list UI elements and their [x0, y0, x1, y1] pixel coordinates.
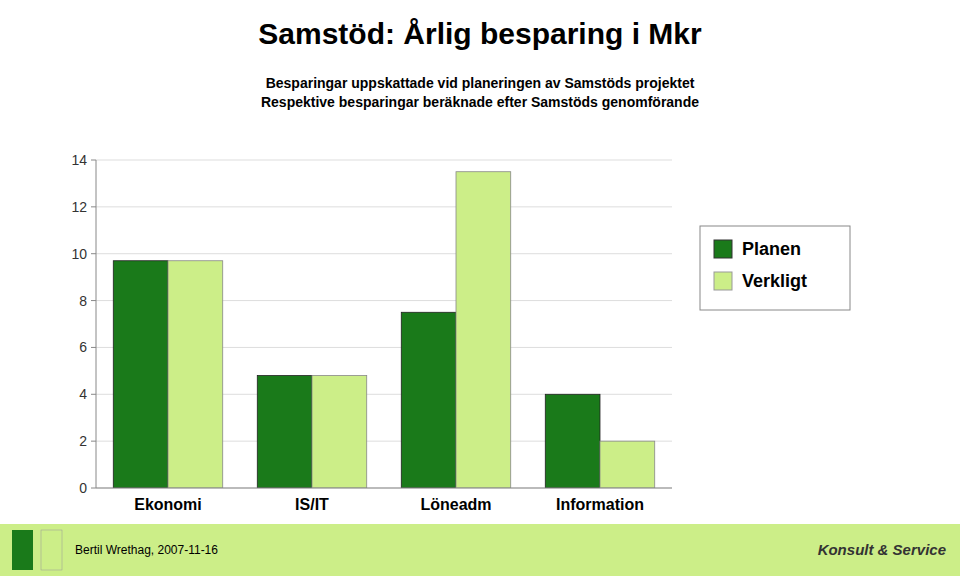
category-label: Ekonomi [134, 496, 202, 513]
y-axis-line [96, 160, 97, 488]
tick-label: 0 [79, 480, 87, 496]
tick-mark [91, 347, 96, 348]
x-axis-line [96, 488, 672, 489]
title: Samstöd: Årlig besparing i Mkr [258, 17, 702, 50]
background [0, 0, 960, 576]
bar [257, 376, 312, 488]
legend-swatch [714, 240, 732, 258]
tick-mark [91, 206, 96, 207]
bar [312, 376, 367, 488]
grid-line [96, 206, 672, 207]
subtitle: Besparingar uppskattade vid planeringen … [266, 75, 695, 91]
footer-square [12, 530, 33, 570]
legend: Planen Verkligt [700, 226, 850, 310]
category-label: Löneadm [420, 496, 491, 513]
footer-square [41, 530, 62, 570]
legend-frame [700, 226, 850, 310]
tick-label: 14 [71, 152, 87, 168]
tick-mark [91, 253, 96, 254]
bars [113, 172, 654, 488]
tick-mark [91, 488, 96, 489]
tick-label: 8 [79, 293, 87, 309]
tick-label: 4 [79, 386, 87, 402]
tick-mark [91, 300, 96, 301]
grid-line [96, 160, 672, 161]
y-axis: 0 2 4 6 8 10 12 14 [71, 152, 672, 496]
footer-brand: Konsult & Service [818, 541, 946, 558]
category-label: Information [556, 496, 644, 513]
tick-label: 12 [71, 199, 87, 215]
bar [456, 172, 511, 488]
tick-label: 6 [79, 339, 87, 355]
bar [401, 312, 456, 488]
bar [545, 394, 600, 488]
grid-line [96, 488, 672, 489]
bar [113, 261, 168, 488]
category-label: IS/IT [295, 496, 329, 513]
subtitle: Respektive besparingar beräknade efter S… [261, 94, 699, 110]
bar [168, 261, 223, 488]
tick-label: 2 [79, 433, 87, 449]
tick-label: 10 [71, 246, 87, 262]
tick-mark [91, 394, 96, 395]
legend-swatch [714, 272, 732, 290]
chart: Samstöd: Årlig besparing i Mkr Besparinga… [0, 0, 960, 576]
bar [600, 441, 655, 488]
tick-mark [91, 160, 96, 161]
legend-label: Verkligt [742, 271, 807, 291]
tick-mark [91, 441, 96, 442]
legend-label: Planen [742, 239, 801, 259]
footer-text: Bertil Wrethag, 2007-11-16 [75, 543, 218, 557]
footer-bar [0, 524, 960, 576]
footer: Bertil Wrethag, 2007-11-16 Konsult & Serv… [0, 524, 960, 576]
grid-line [96, 253, 672, 254]
